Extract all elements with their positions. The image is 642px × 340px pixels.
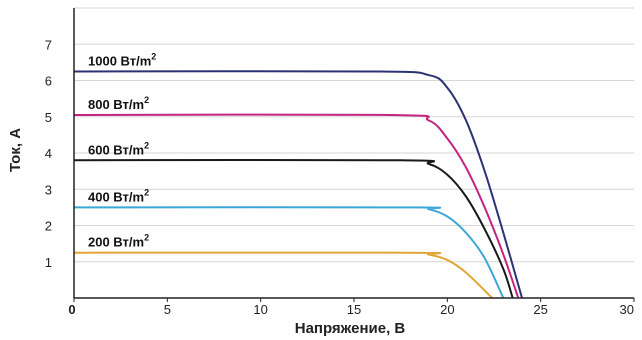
x-tick-label: 30 <box>620 302 634 317</box>
x-axis-title: Напряжение, В <box>295 320 406 337</box>
y-tick-label: 7 <box>45 37 52 52</box>
series-line-0 <box>73 70 523 299</box>
series-labels: 1000 Вт/m2 800 Вт/m2 600 Вт/m2 400 Вт/m2 200… <box>88 51 156 249</box>
y-tick-label: 4 <box>45 146 52 161</box>
x-tick-label: 20 <box>440 302 454 317</box>
x-tick-label: 5 <box>164 302 171 317</box>
series-label-4: 200 Вт/m2 <box>88 233 149 250</box>
series-line-2 <box>73 158 514 299</box>
y-tick-labels: 1 2 3 4 5 6 7 <box>45 37 52 270</box>
x-tick-label: 0 <box>68 302 75 317</box>
series-line-4 <box>73 251 493 299</box>
series-label-2: 600 Вт/m2 <box>88 140 149 157</box>
x-tick-labels: 0 5 10 15 20 25 30 <box>68 298 635 317</box>
y-tick-label: 3 <box>45 182 52 197</box>
series-label-1: 800 Вт/m2 <box>88 95 149 112</box>
series-label-0: 1000 Вт/m2 <box>88 51 156 68</box>
series-line-1 <box>73 113 520 299</box>
y-tick-label: 2 <box>45 219 52 234</box>
y-tick-label: 6 <box>45 74 52 89</box>
x-tick-label: 10 <box>253 302 267 317</box>
series-line-3 <box>73 206 505 299</box>
x-tick-label: 25 <box>533 302 547 317</box>
y-axis-title: Ток, А <box>7 128 24 172</box>
curve-group <box>73 70 523 299</box>
y-tick-label: 5 <box>45 110 52 125</box>
y-tick-label: 1 <box>45 255 52 270</box>
series-label-3: 400 Вт/m2 <box>88 187 149 204</box>
grid-lines <box>74 7 634 263</box>
x-tick-label: 15 <box>347 302 361 317</box>
